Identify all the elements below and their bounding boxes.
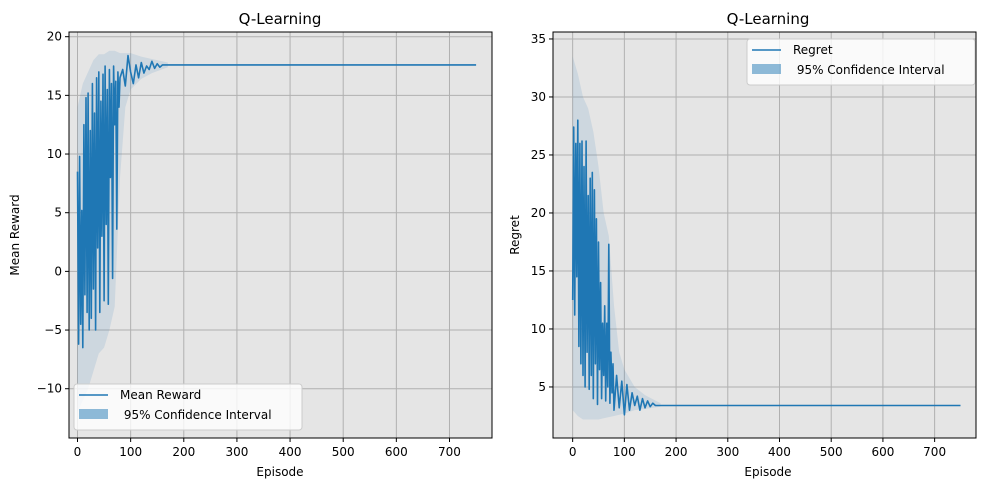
legend-label-confidence: 95% Confidence Interval [793,63,945,77]
x-tick-label: 0 [569,445,577,459]
x-ticks: 0 100 200 300 400 500 600 700 [569,438,946,459]
y-tick-label: 30 [531,90,546,104]
x-tick-label: 500 [820,445,843,459]
x-tick-label: 400 [768,445,791,459]
legend-label-regret: Regret [793,43,833,57]
legend-band-swatch [752,64,781,74]
x-tick-label: 400 [279,445,302,459]
x-tick-label: 100 [613,445,636,459]
y-tick-label: 10 [47,147,62,161]
y-tick-label: 20 [47,30,62,44]
plot-frame [552,31,977,439]
series-line [571,119,961,416]
grid [553,32,976,438]
y-tick-label: 35 [531,32,546,46]
y-axis-label: Mean Reward [8,194,22,275]
x-axis-label: Episode [744,465,791,479]
y-axis-label: Regret [508,215,522,255]
x-tick-label: 300 [225,445,248,459]
legend-box [73,383,303,431]
x-tick-label: 0 [74,445,82,459]
y-tick-label: 20 [531,206,546,220]
legend-band-swatch [79,409,108,419]
y-ticks: −10 −5 0 5 10 15 20 [37,30,69,396]
y-tick-label: 5 [538,380,546,394]
y-tick-label: 25 [531,148,546,162]
chart-title: Q-Learning [239,10,322,28]
legend-box [746,38,976,86]
x-tick-label: 600 [385,445,408,459]
y-ticks: 5 10 15 20 25 30 35 [531,32,553,394]
chart-title: Q-Learning [727,10,810,28]
legend-label-mean-reward: Mean Reward [120,388,201,402]
y-tick-label: −5 [44,323,62,337]
x-tick-label: 300 [716,445,739,459]
y-tick-label: 0 [54,264,62,278]
x-tick-label: 600 [871,445,894,459]
plot-frame [68,31,493,439]
y-tick-label: 15 [47,88,62,102]
x-axis-label: Episode [256,465,303,479]
x-ticks: 0 100 200 300 400 500 600 700 [74,438,461,459]
series-line [76,54,477,349]
x-tick-label: 500 [332,445,355,459]
series-lines [76,54,477,349]
y-tick-label: 5 [54,206,62,220]
y-tick-label: 10 [531,322,546,336]
x-tick-label: 700 [923,445,946,459]
legend: Mean Reward 95% Confidence Interval [73,383,303,431]
legend: Regret 95% Confidence Interval [746,38,976,86]
regret-chart: Q-Learning 0 100 200 300 400 500 600 700 5 10 15 2… [508,10,977,479]
x-tick-label: 200 [665,445,688,459]
mean-reward-chart: Q-Learning 0 100 200 300 400 500 600 700 −10−50… [8,10,493,479]
plot-area [69,32,492,438]
x-tick-label: 100 [119,445,142,459]
x-tick-label: 700 [438,445,461,459]
y-tick-label: −10 [37,382,62,396]
series-lines [571,119,961,416]
x-tick-label: 200 [172,445,195,459]
y-tick-label: 15 [531,264,546,278]
legend-label-confidence: 95% Confidence Interval [120,408,272,422]
plot-area [553,32,976,438]
